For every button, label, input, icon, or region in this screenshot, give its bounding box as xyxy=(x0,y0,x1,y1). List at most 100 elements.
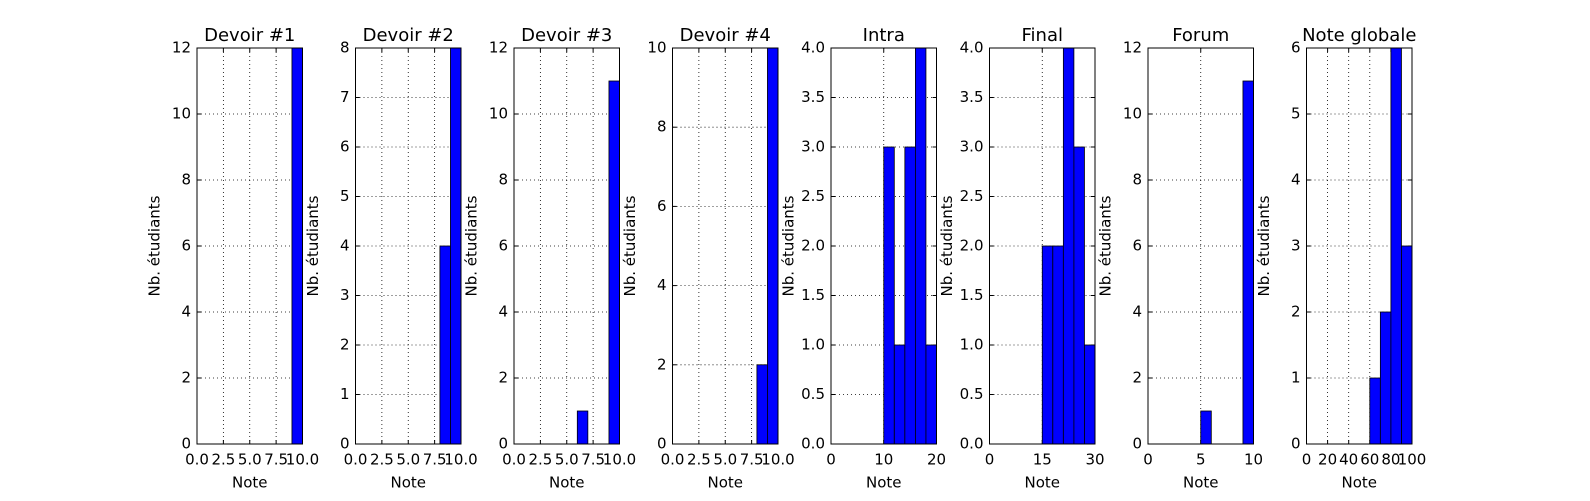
y-tick-label: 10 xyxy=(647,39,666,57)
x-tick-label: 30 xyxy=(1085,451,1104,469)
y-tick-label: 3.0 xyxy=(801,138,825,156)
y-tick-label: 8 xyxy=(657,118,667,136)
chart-title: Forum xyxy=(1172,25,1229,46)
y-tick-label: 3 xyxy=(340,286,350,304)
y-tick-label: 2.0 xyxy=(960,237,984,255)
chart-title: Devoir #2 xyxy=(363,25,454,46)
y-tick-label: 2 xyxy=(340,336,350,354)
bar xyxy=(915,47,927,445)
y-axis-label: Nb. étudiants xyxy=(1097,195,1115,296)
chart-title: Note globale xyxy=(1302,25,1416,46)
y-tick-label: 3.5 xyxy=(960,88,984,106)
y-tick-label: 1.5 xyxy=(960,286,984,304)
x-tick-label: 10 xyxy=(874,451,893,469)
y-tick-label: 2 xyxy=(498,369,508,387)
bar xyxy=(1062,47,1075,445)
bar xyxy=(1200,410,1212,445)
y-tick-label: 4 xyxy=(498,303,508,321)
x-axis-label: Note xyxy=(866,474,902,492)
y-tick-label: 1 xyxy=(1291,369,1301,387)
bar xyxy=(1041,245,1054,445)
x-tick-label: 15 xyxy=(1033,451,1052,469)
y-tick-label: 6 xyxy=(657,197,667,215)
y-tick-label: 0 xyxy=(1291,435,1301,453)
y-tick-label: 5 xyxy=(340,187,350,205)
x-tick-label: 5.0 xyxy=(396,451,420,469)
y-tick-label: 4.0 xyxy=(801,39,825,57)
axes-frame xyxy=(196,47,303,445)
x-tick-label: 5.0 xyxy=(238,451,262,469)
y-tick-label: 6 xyxy=(340,138,350,156)
bar xyxy=(767,47,779,445)
x-tick-label: 2.5 xyxy=(687,451,711,469)
axes-frame xyxy=(355,47,462,445)
x-axis-label: Note xyxy=(232,474,268,492)
y-axis-label: Nb. étudiants xyxy=(780,195,798,296)
y-tick-label: 8 xyxy=(1132,171,1142,189)
bar xyxy=(1379,311,1392,445)
y-axis-label: Nb. étudiants xyxy=(621,195,639,296)
x-tick-label: 10 xyxy=(1244,451,1263,469)
y-tick-label: 1.0 xyxy=(801,336,825,354)
x-tick-label: 0.0 xyxy=(344,451,368,469)
bar xyxy=(1073,146,1085,445)
chart-title: Devoir #1 xyxy=(204,25,295,46)
x-tick-label: 100 xyxy=(1398,451,1427,469)
y-tick-label: 0.0 xyxy=(960,435,984,453)
y-tick-label: 4 xyxy=(657,276,667,294)
x-tick-label: 7.5 xyxy=(264,451,288,469)
x-tick-label: 2.5 xyxy=(370,451,394,469)
bar xyxy=(1390,47,1402,445)
y-tick-label: 12 xyxy=(1123,39,1142,57)
x-tick-label: 0.0 xyxy=(502,451,526,469)
y-tick-label: 0.5 xyxy=(960,385,984,403)
bar xyxy=(576,410,589,445)
chart-title: Devoir #4 xyxy=(680,25,771,46)
y-tick-label: 0 xyxy=(181,435,191,453)
x-tick-label: 5.0 xyxy=(713,451,737,469)
x-tick-label: 80 xyxy=(1381,451,1400,469)
y-tick-label: 0 xyxy=(498,435,508,453)
chart-title: Devoir #3 xyxy=(521,25,612,46)
x-tick-label: 2.5 xyxy=(211,451,235,469)
axes-frame xyxy=(1147,47,1254,445)
x-tick-label: 10.0 xyxy=(603,451,636,469)
x-tick-label: 5 xyxy=(1196,451,1206,469)
y-axis-label: Nb. étudiants xyxy=(938,195,956,296)
bar xyxy=(756,364,768,445)
y-tick-label: 8 xyxy=(498,171,508,189)
y-tick-label: 4 xyxy=(1132,303,1142,321)
x-tick-label: 40 xyxy=(1339,451,1358,469)
y-tick-label: 4.0 xyxy=(960,39,984,57)
x-tick-label: 7.5 xyxy=(581,451,605,469)
bar xyxy=(925,344,937,445)
y-tick-label: 2 xyxy=(1291,303,1301,321)
axes-frame xyxy=(830,47,937,445)
x-axis-label: Note xyxy=(1024,474,1060,492)
bar xyxy=(904,146,916,445)
x-tick-label: 60 xyxy=(1360,451,1379,469)
y-axis-label: Nb. étudiants xyxy=(1255,195,1273,296)
x-tick-label: 0 xyxy=(1302,451,1312,469)
x-tick-label: 5.0 xyxy=(555,451,579,469)
bar xyxy=(1084,344,1096,445)
x-tick-label: 0.0 xyxy=(185,451,209,469)
x-tick-label: 0 xyxy=(1143,451,1153,469)
y-axis-label: Nb. étudiants xyxy=(304,195,322,296)
y-tick-label: 2.5 xyxy=(960,187,984,205)
y-tick-label: 2.5 xyxy=(801,187,825,205)
y-tick-label: 12 xyxy=(489,39,508,57)
x-tick-label: 10.0 xyxy=(761,451,794,469)
x-axis-label: Note xyxy=(707,474,743,492)
y-tick-label: 0 xyxy=(340,435,350,453)
y-tick-label: 4 xyxy=(1291,171,1301,189)
y-axis-label: Nb. étudiants xyxy=(463,195,481,296)
x-axis-label: Note xyxy=(390,474,426,492)
bar xyxy=(1242,80,1254,445)
x-tick-label: 0 xyxy=(985,451,995,469)
bar xyxy=(450,47,462,445)
y-tick-label: 5 xyxy=(1291,105,1301,123)
y-tick-label: 10 xyxy=(489,105,508,123)
y-tick-label: 2 xyxy=(1132,369,1142,387)
